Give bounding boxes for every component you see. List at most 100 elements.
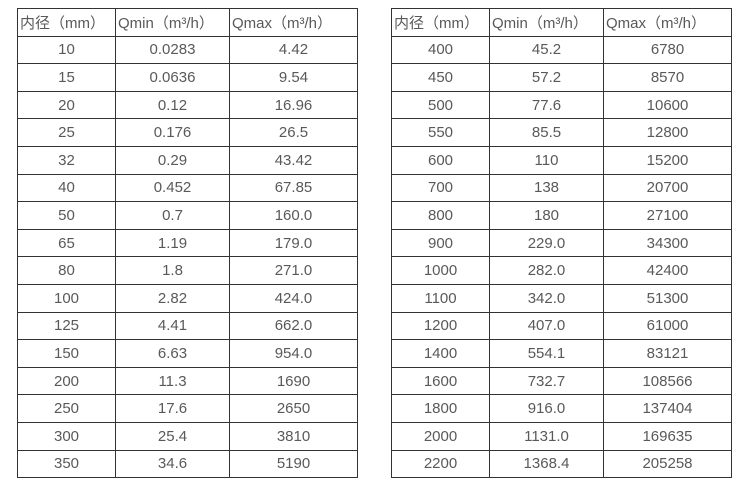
data-cell: 108566 <box>603 366 732 396</box>
data-cell: 85.5 <box>489 118 604 147</box>
data-cell: 40 <box>17 173 116 203</box>
data-cell: 662.0 <box>229 311 358 341</box>
data-cell: 300 <box>17 421 116 451</box>
table-row: 1400 554.1 83121 <box>391 339 732 368</box>
data-cell: 65 <box>17 228 116 258</box>
column-header: Qmax（m³/h） <box>603 8 732 37</box>
data-cell: 554.1 <box>489 339 604 368</box>
data-cell: 732.7 <box>489 366 604 396</box>
data-cell: 26.5 <box>229 118 358 147</box>
data-cell: 160.0 <box>229 201 358 230</box>
data-cell: 57.2 <box>489 63 604 92</box>
data-cell: 700 <box>391 173 490 203</box>
table-row: 900 229.0 34300 <box>391 228 732 258</box>
data-cell: 229.0 <box>489 228 604 258</box>
table-row: 200 11.3 1690 <box>17 366 358 396</box>
table-row: 400 45.2 6780 <box>391 35 732 65</box>
data-cell: 205258 <box>603 449 732 479</box>
header-row: 内径（mm） Qmin（m³/h） Qmax（m³/h） <box>17 8 358 37</box>
header-row: 内径（mm） Qmin（m³/h） Qmax（m³/h） <box>391 8 732 37</box>
data-cell: 20 <box>17 90 116 120</box>
data-cell: 282.0 <box>489 256 604 285</box>
data-cell: 1600 <box>391 366 490 396</box>
table-row: 100 2.82 424.0 <box>17 283 358 313</box>
data-cell: 0.0636 <box>115 63 230 92</box>
data-cell: 32 <box>17 145 116 175</box>
data-cell: 342.0 <box>489 283 604 313</box>
table-row: 1100 342.0 51300 <box>391 283 732 313</box>
data-cell: 80 <box>17 256 116 285</box>
flow-table-small-diameters: 内径（mm） Qmin（m³/h） Qmax（m³/h） 10 0.0283 4.42 1… <box>17 8 358 479</box>
data-cell: 1400 <box>391 339 490 368</box>
data-cell: 0.29 <box>115 145 230 175</box>
column-header: 内径（mm） <box>391 8 490 37</box>
data-cell: 25 <box>17 118 116 147</box>
data-cell: 20700 <box>603 173 732 203</box>
data-cell: 8570 <box>603 63 732 92</box>
data-cell: 51300 <box>603 283 732 313</box>
table-row: 50 0.7 160.0 <box>17 201 358 230</box>
data-cell: 42400 <box>603 256 732 285</box>
data-cell: 10 <box>17 35 116 65</box>
data-cell: 271.0 <box>229 256 358 285</box>
data-cell: 43.42 <box>229 145 358 175</box>
data-cell: 916.0 <box>489 394 604 423</box>
data-cell: 180 <box>489 201 604 230</box>
data-cell: 10600 <box>603 90 732 120</box>
column-header: Qmin（m³/h） <box>489 8 604 37</box>
table-row: 600 110 15200 <box>391 145 732 175</box>
table-row: 700 138 20700 <box>391 173 732 203</box>
data-cell: 9.54 <box>229 63 358 92</box>
data-cell: 110 <box>489 145 604 175</box>
data-cell: 137404 <box>603 394 732 423</box>
data-cell: 550 <box>391 118 490 147</box>
data-cell: 179.0 <box>229 228 358 258</box>
data-cell: 350 <box>17 449 116 479</box>
data-cell: 83121 <box>603 339 732 368</box>
data-cell: 150 <box>17 339 116 368</box>
table-header: 内径（mm） Qmin（m³/h） Qmax（m³/h） <box>391 8 732 37</box>
table-row: 450 57.2 8570 <box>391 63 732 92</box>
table-row: 300 25.4 3810 <box>17 421 358 451</box>
data-cell: 200 <box>17 366 116 396</box>
data-cell: 11.3 <box>115 366 230 396</box>
table-row: 1600 732.7 108566 <box>391 366 732 396</box>
table-row: 550 85.5 12800 <box>391 118 732 147</box>
table-row: 800 180 27100 <box>391 201 732 230</box>
data-cell: 138 <box>489 173 604 203</box>
data-cell: 16.96 <box>229 90 358 120</box>
data-cell: 34300 <box>603 228 732 258</box>
table-row: 10 0.0283 4.42 <box>17 35 358 65</box>
column-header: 内径（mm） <box>17 8 116 37</box>
data-cell: 50 <box>17 201 116 230</box>
data-cell: 800 <box>391 201 490 230</box>
table-header: 内径（mm） Qmin（m³/h） Qmax（m³/h） <box>17 8 358 37</box>
data-cell: 1000 <box>391 256 490 285</box>
flow-table-large-diameters: 内径（mm） Qmin（m³/h） Qmax（m³/h） 400 45.2 6780 45… <box>391 8 732 479</box>
data-cell: 400 <box>391 35 490 65</box>
data-cell: 61000 <box>603 311 732 341</box>
data-cell: 5190 <box>229 449 358 479</box>
table-row: 15 0.0636 9.54 <box>17 63 358 92</box>
data-cell: 25.4 <box>115 421 230 451</box>
data-cell: 1131.0 <box>489 421 604 451</box>
data-cell: 0.0283 <box>115 35 230 65</box>
data-cell: 17.6 <box>115 394 230 423</box>
table-row: 32 0.29 43.42 <box>17 145 358 175</box>
column-header: Qmax（m³/h） <box>229 8 358 37</box>
data-cell: 1800 <box>391 394 490 423</box>
data-cell: 450 <box>391 63 490 92</box>
table-row: 150 6.63 954.0 <box>17 339 358 368</box>
data-cell: 6.63 <box>115 339 230 368</box>
data-cell: 3810 <box>229 421 358 451</box>
data-cell: 0.7 <box>115 201 230 230</box>
data-cell: 15200 <box>603 145 732 175</box>
data-cell: 100 <box>17 283 116 313</box>
table-row: 40 0.452 67.85 <box>17 173 358 203</box>
data-cell: 2.82 <box>115 283 230 313</box>
data-cell: 6780 <box>603 35 732 65</box>
table-row: 2000 1131.0 169635 <box>391 421 732 451</box>
data-cell: 4.41 <box>115 311 230 341</box>
column-header: Qmin（m³/h） <box>115 8 230 37</box>
